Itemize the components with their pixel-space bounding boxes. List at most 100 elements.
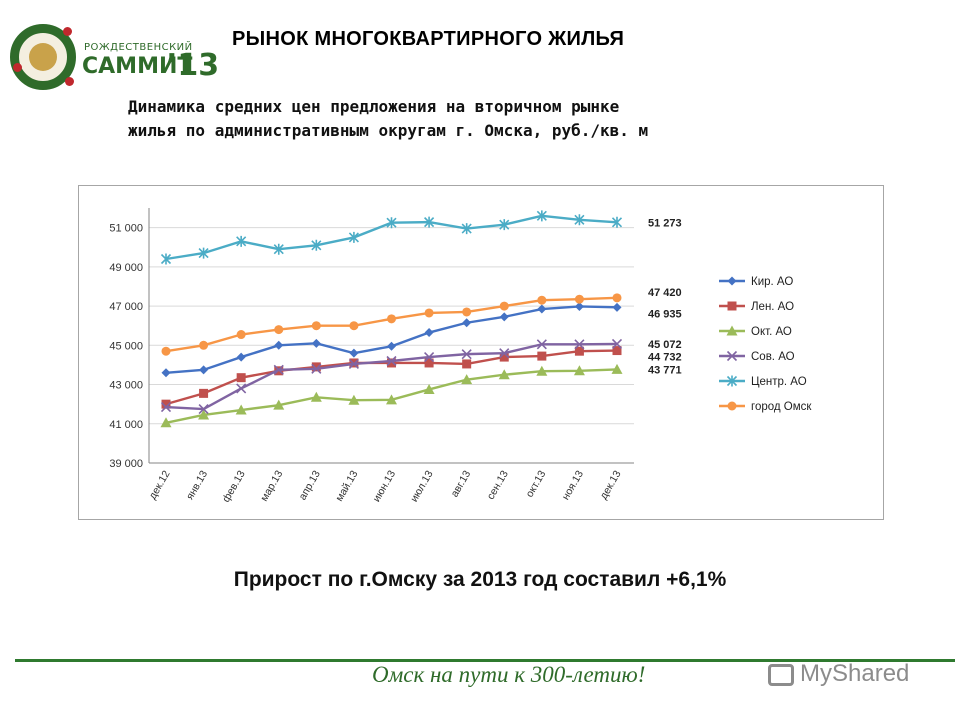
x-tick-label: июн.13 (371, 468, 399, 504)
y-tick-label: 41 000 (109, 419, 143, 431)
data-point (574, 214, 585, 226)
data-label: 43 771 (648, 364, 682, 376)
watermark: MyShared (768, 660, 909, 688)
data-point (611, 363, 623, 374)
page-title: РЫНОК МНОГОКВАРТИРНОГО ЖИЛЬЯ (232, 28, 625, 50)
legend-label: Окт. АО (751, 326, 792, 338)
data-point (198, 403, 209, 415)
footer-divider (15, 659, 955, 662)
data-point (273, 364, 284, 375)
legend-label: Сов. АО (751, 351, 795, 363)
data-label: 44 732 (648, 352, 682, 364)
data-point (462, 359, 472, 369)
data-point (236, 373, 246, 383)
data-point (311, 321, 321, 331)
y-tick-label: 47 000 (109, 301, 143, 313)
subtitle-line-1: Динамика средних цен предложения на втор… (128, 97, 620, 116)
data-point (199, 365, 209, 375)
data-point (537, 295, 547, 305)
x-tick-label: дек.13 (598, 468, 624, 501)
data-point (348, 358, 359, 370)
data-point (274, 325, 284, 335)
y-tick-label: 45 000 (109, 340, 143, 352)
data-point (160, 402, 172, 413)
watermark-text: MyShared (800, 660, 910, 687)
data-point (199, 340, 209, 350)
data-point (727, 401, 737, 411)
x-tick-label: янв.13 (184, 468, 210, 502)
x-tick-label: авг.13 (449, 468, 474, 499)
data-point (236, 383, 247, 394)
data-point (462, 318, 472, 328)
data-point (160, 253, 172, 265)
chart-subtitle: Динамика средних цен предложения на втор… (128, 95, 848, 143)
data-point (461, 374, 473, 385)
y-tick-label: 49 000 (109, 262, 143, 274)
y-tick-label: 39 000 (109, 458, 143, 470)
footer-slogan: Омск на пути к 300-летию! (372, 662, 646, 687)
data-point (499, 301, 509, 311)
data-point (386, 355, 397, 367)
data-label: 46 935 (648, 308, 682, 320)
data-point (311, 363, 322, 374)
data-label: 45 072 (648, 339, 682, 351)
data-point (349, 321, 359, 331)
data-point (423, 383, 435, 394)
data-point (198, 247, 209, 259)
data-point (424, 308, 434, 318)
y-tick-label: 51 000 (109, 223, 143, 235)
data-point (386, 394, 397, 405)
data-point (161, 399, 171, 409)
data-point (612, 293, 622, 303)
legend-label: Центр. АО (751, 376, 807, 388)
data-point (349, 348, 359, 358)
data-point (726, 375, 738, 387)
data-point (574, 294, 584, 304)
data-point (161, 346, 171, 356)
data-point (311, 239, 322, 251)
data-point (499, 312, 509, 322)
data-point (574, 339, 585, 350)
data-point (573, 365, 585, 376)
data-point (499, 219, 510, 231)
data-point (726, 325, 738, 336)
data-point (387, 314, 396, 324)
data-point (536, 339, 547, 350)
data-point (273, 399, 285, 410)
data-label: 51 273 (648, 217, 682, 229)
data-point (348, 231, 359, 243)
data-point (574, 346, 584, 356)
x-tick-label: июл.13 (408, 468, 436, 504)
data-point (311, 338, 321, 348)
data-point (499, 348, 510, 359)
x-tick-label: ноя.13 (560, 468, 586, 502)
data-point (727, 301, 737, 311)
x-tick-label: окт.13 (524, 468, 549, 499)
data-point (161, 368, 171, 378)
data-point (574, 301, 584, 311)
data-point (424, 352, 435, 363)
data-point (236, 352, 246, 362)
data-point (387, 358, 396, 368)
data-point (348, 394, 360, 405)
x-tick-label: май.13 (333, 468, 360, 503)
wreath-emblem-icon (10, 24, 76, 90)
data-point (310, 391, 322, 402)
data-point (536, 210, 547, 222)
logo-big-text: САММИТ (82, 54, 193, 79)
data-point (461, 349, 472, 360)
data-point (424, 328, 434, 338)
x-tick-label: сен.13 (485, 468, 511, 501)
data-point (726, 350, 738, 362)
data-point (424, 358, 434, 368)
growth-footnote: Прирост по г.Омску за 2013 год составил … (233, 568, 727, 591)
data-point (461, 223, 472, 235)
data-point (160, 417, 172, 428)
data-point (537, 304, 547, 314)
y-tick-label: 43 000 (109, 380, 143, 392)
data-point (424, 216, 435, 228)
data-point (727, 276, 737, 286)
data-label: 47 420 (648, 287, 682, 299)
data-point (612, 302, 622, 312)
data-point (199, 388, 209, 398)
